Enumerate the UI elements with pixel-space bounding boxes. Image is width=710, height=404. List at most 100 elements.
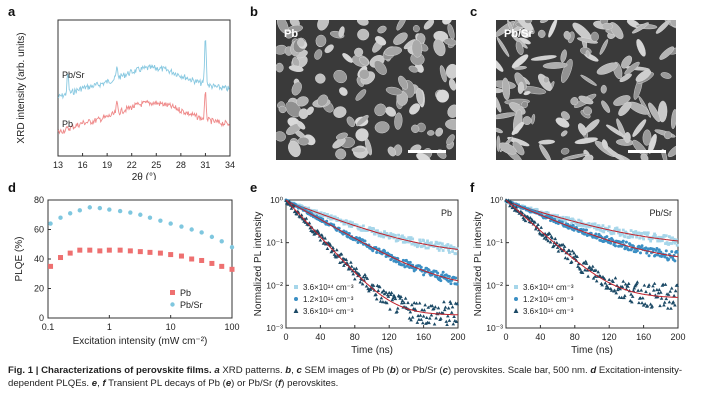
data-point: [640, 231, 644, 235]
data-point: [399, 294, 403, 298]
data-point: [626, 281, 631, 286]
data-point-pbsr: [199, 230, 204, 235]
grain: [374, 103, 387, 117]
data-point: [563, 256, 568, 260]
grain: [570, 97, 579, 106]
grain: [657, 100, 668, 123]
y-tick-label: 10⁻²: [486, 280, 503, 290]
grain: [393, 32, 408, 45]
data-point-pb: [168, 252, 174, 258]
data-point: [556, 214, 559, 217]
data-point: [335, 219, 339, 222]
data-point: [378, 285, 382, 289]
x-tick-label: 34: [225, 160, 235, 170]
data-point: [529, 206, 533, 210]
grain: [578, 95, 594, 105]
data-point-pb: [48, 263, 54, 269]
data-point: [569, 259, 574, 264]
sem-texture-pb: [276, 20, 456, 160]
data-point: [567, 216, 570, 220]
data-point: [408, 240, 411, 244]
legend-label: 3.6×10¹⁴ cm⁻³: [523, 283, 574, 292]
data-point: [621, 228, 625, 232]
grain: [278, 105, 287, 114]
grain: [585, 50, 591, 58]
plot-frame: [47, 199, 233, 319]
data-point: [635, 249, 639, 253]
data-point: [661, 235, 665, 239]
data-point: [659, 250, 663, 254]
series-line-pb: [57, 91, 230, 135]
data-point: [375, 250, 379, 254]
grain: [642, 129, 652, 146]
data-point: [611, 279, 615, 283]
y-tick-label: 20: [34, 284, 44, 294]
data-point-pbsr: [77, 208, 83, 213]
data-point: [637, 231, 641, 235]
data-point: [370, 230, 374, 234]
data-point: [567, 248, 572, 252]
legend-label: 3.6×10¹⁴ cm⁻³: [303, 283, 354, 292]
data-point: [669, 236, 673, 240]
data-point: [339, 252, 344, 256]
data-point: [508, 204, 512, 208]
data-point: [663, 282, 668, 286]
data-point: [385, 232, 389, 235]
grain: [445, 63, 456, 79]
data-point: [442, 307, 447, 312]
data-point: [414, 301, 419, 305]
grain: [496, 112, 517, 120]
sem-label-pb: Pb: [284, 28, 299, 40]
data-point: [570, 221, 574, 225]
data-point: [430, 303, 434, 308]
x-tick-label: 160: [636, 332, 651, 342]
data-point: [673, 241, 677, 245]
data-point: [528, 215, 533, 220]
data-point: [396, 306, 400, 310]
data-point: [390, 234, 394, 238]
data-point-pbsr: [147, 215, 153, 220]
legend-marker: [514, 285, 518, 289]
data-point: [454, 319, 459, 324]
data-point: [349, 260, 353, 264]
data-point: [628, 235, 631, 239]
y-tick-label: 10⁰: [270, 195, 283, 205]
data-point: [636, 288, 640, 292]
caption-text-bc-end: ) perovskites. Scale bar, 500 nm.: [447, 365, 591, 376]
data-point: [336, 216, 339, 220]
data-point: [440, 242, 444, 246]
x-tick-label: 19: [102, 160, 112, 170]
x-tick-label: 16: [78, 160, 88, 170]
data-point: [564, 219, 567, 223]
data-point: [381, 288, 386, 292]
data-point: [398, 296, 402, 300]
x-tick-label: 100: [224, 322, 239, 332]
grain: [542, 62, 568, 69]
data-point: [675, 238, 678, 242]
data-point: [667, 243, 671, 246]
data-point-pb: [178, 253, 184, 259]
x-axis-label: 2θ (°): [132, 172, 157, 180]
data-point: [645, 231, 649, 235]
data-point: [659, 290, 663, 294]
data-point: [674, 240, 678, 243]
data-point: [409, 236, 413, 239]
grain: [631, 22, 649, 34]
data-point-pb: [147, 249, 153, 255]
data-point: [333, 215, 337, 219]
data-point: [415, 320, 420, 324]
x-tick-label: 160: [416, 332, 431, 342]
data-point: [652, 281, 657, 285]
data-point: [342, 263, 346, 267]
data-point: [452, 314, 456, 318]
x-tick-label: 200: [670, 332, 685, 342]
data-point: [455, 282, 459, 286]
data-point: [594, 279, 599, 283]
data-point: [395, 309, 399, 313]
data-point-pbsr: [107, 207, 112, 212]
data-point: [673, 303, 677, 307]
grain: [538, 139, 556, 145]
data-point: [653, 253, 657, 257]
scale-bar: [628, 150, 666, 153]
data-point: [639, 288, 644, 292]
